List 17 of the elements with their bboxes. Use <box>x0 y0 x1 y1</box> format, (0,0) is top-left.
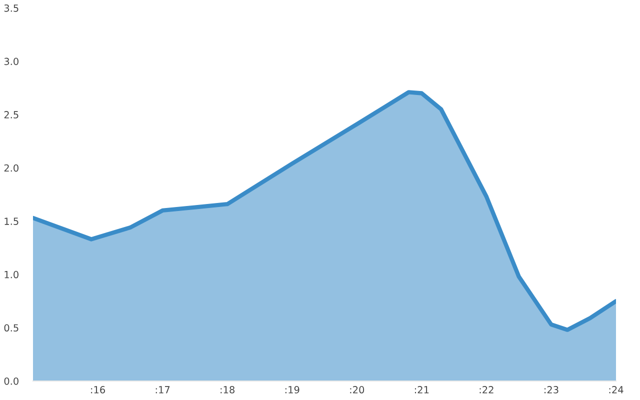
x-tick-label: :19 <box>285 386 300 394</box>
y-tick-label: 3.0 <box>4 58 18 66</box>
y-tick-label: 3.5 <box>4 4 18 12</box>
y-tick-label: 2.5 <box>4 111 18 118</box>
x-tick-label: :20 <box>350 386 364 394</box>
x-tick-label: :21 <box>414 386 429 394</box>
x-tick-label: :22 <box>480 386 494 394</box>
y-tick-label: 2.0 <box>4 164 18 172</box>
x-tick-label: :24 <box>609 386 624 394</box>
x-tick-label: :23 <box>544 386 558 394</box>
y-tick-label: 1.0 <box>4 270 18 278</box>
y-tick-label: 0.0 <box>4 377 18 385</box>
x-tick-label: :17 <box>156 386 170 394</box>
y-tick-label: 1.5 <box>4 218 18 225</box>
x-tick-label: :16 <box>91 386 105 394</box>
y-tick-label: 0.5 <box>4 324 18 332</box>
x-tick-label: :18 <box>220 386 234 394</box>
